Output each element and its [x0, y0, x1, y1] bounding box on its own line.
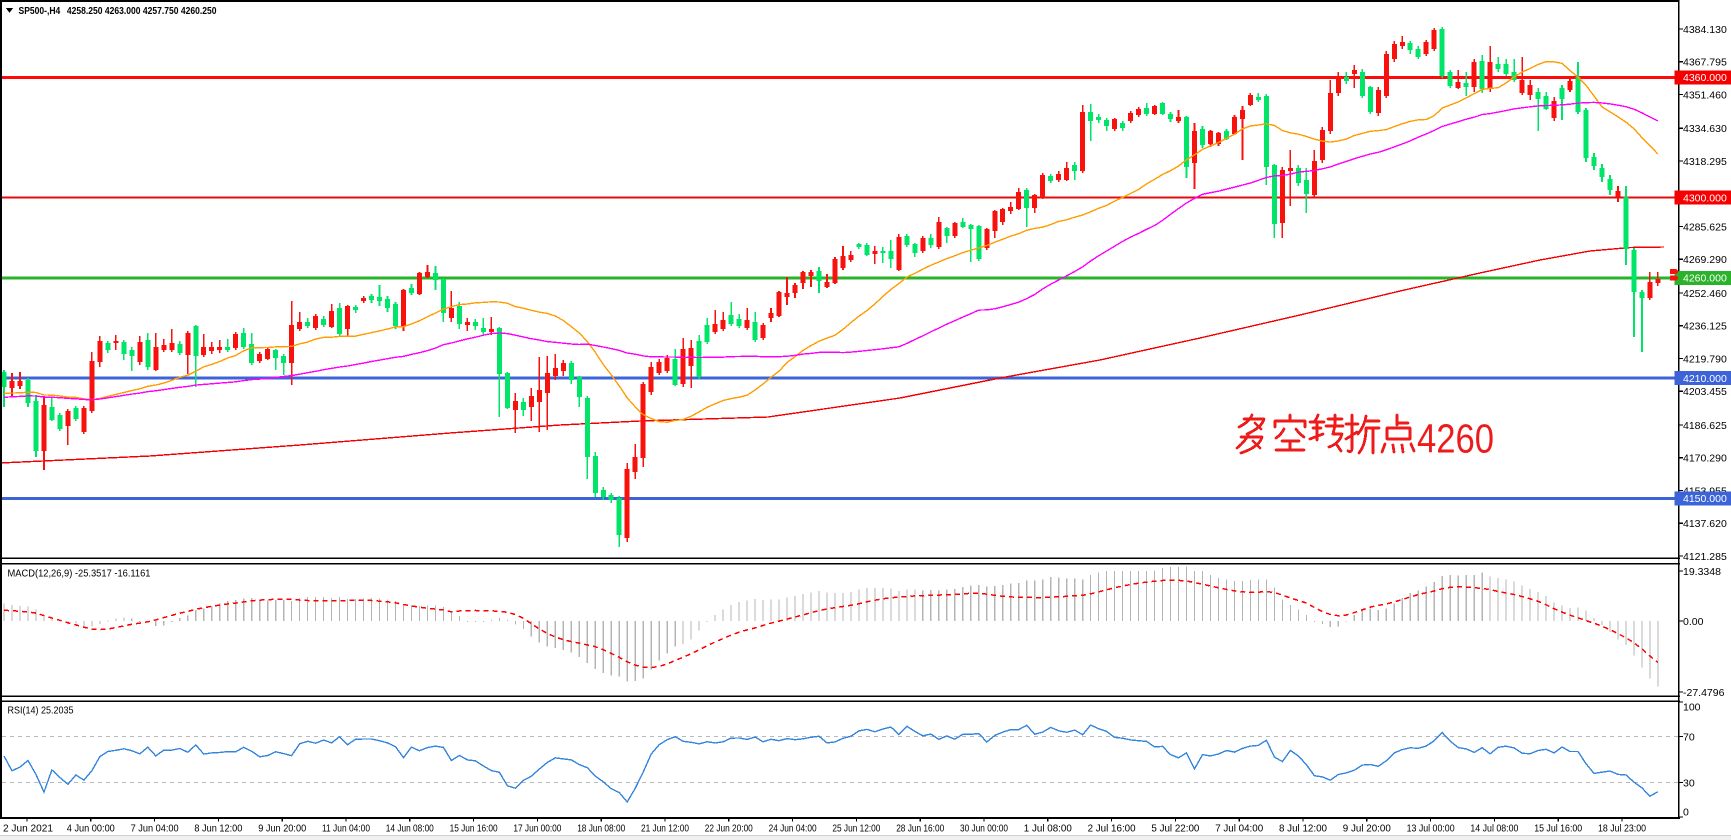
svg-text:28 Jun 16:00: 28 Jun 16:00	[896, 823, 944, 835]
svg-text:4186.625: 4186.625	[1683, 420, 1727, 432]
svg-text:30: 30	[1683, 777, 1695, 789]
svg-text:4360.000: 4360.000	[1683, 72, 1727, 84]
svg-text:19.3348: 19.3348	[1683, 566, 1721, 578]
svg-text:30 Jun 00:00: 30 Jun 00:00	[960, 823, 1008, 835]
svg-text:4121.285: 4121.285	[1683, 551, 1727, 563]
svg-text:4203.455: 4203.455	[1683, 386, 1727, 398]
svg-text:7 Jul 04:00: 7 Jul 04:00	[1215, 823, 1263, 835]
svg-text:4170.290: 4170.290	[1683, 453, 1727, 465]
svg-text:4367.795: 4367.795	[1683, 57, 1727, 69]
svg-text:4 Jun 00:00: 4 Jun 00:00	[67, 823, 115, 835]
svg-text:RSI(14) 25.2035: RSI(14) 25.2035	[8, 706, 74, 717]
svg-text:0.00: 0.00	[1683, 616, 1704, 628]
svg-text:14 Jun 08:00: 14 Jun 08:00	[386, 823, 434, 835]
svg-text:21 Jun 12:00: 21 Jun 12:00	[641, 823, 689, 835]
svg-text:15 Jul 16:00: 15 Jul 16:00	[1534, 823, 1582, 835]
svg-text:MACD(12,26,9) -25.3517 -16.116: MACD(12,26,9) -25.3517 -16.1161	[8, 569, 151, 580]
svg-text:9 Jun 20:00: 9 Jun 20:00	[258, 823, 306, 835]
svg-text:8 Jun 12:00: 8 Jun 12:00	[194, 823, 242, 835]
svg-text:15 Jun 16:00: 15 Jun 16:00	[450, 823, 498, 835]
svg-text:22 Jun 20:00: 22 Jun 20:00	[705, 823, 753, 835]
svg-text:0: 0	[1683, 806, 1689, 818]
svg-text:4210.000: 4210.000	[1683, 373, 1727, 385]
svg-text:5 Jul 22:00: 5 Jul 22:00	[1151, 823, 1199, 835]
svg-text:4252.460: 4252.460	[1683, 288, 1727, 300]
svg-text:18 Jun 08:00: 18 Jun 08:00	[577, 823, 625, 835]
svg-text:4260.000: 4260.000	[1683, 273, 1727, 285]
svg-text:25 Jun 12:00: 25 Jun 12:00	[832, 823, 880, 835]
svg-text:14 Jul 08:00: 14 Jul 08:00	[1470, 823, 1518, 835]
svg-text:4300.000: 4300.000	[1683, 193, 1727, 205]
svg-text:4318.295: 4318.295	[1683, 156, 1727, 168]
svg-text:4137.620: 4137.620	[1683, 518, 1727, 530]
svg-text:2 Jul 16:00: 2 Jul 16:00	[1088, 823, 1136, 835]
svg-text:8 Jul 12:00: 8 Jul 12:00	[1279, 823, 1327, 835]
svg-text:4150.000: 4150.000	[1683, 493, 1727, 505]
svg-text:4236.125: 4236.125	[1683, 321, 1727, 333]
svg-text:4351.460: 4351.460	[1683, 89, 1727, 101]
svg-text:-27.4796: -27.4796	[1683, 687, 1725, 699]
svg-text:70: 70	[1683, 731, 1695, 743]
svg-text:4219.790: 4219.790	[1683, 353, 1727, 365]
svg-text:4334.630: 4334.630	[1683, 123, 1727, 135]
svg-text:SP500-,H4 4258.250 4263.000 4: SP500-,H4 4258.250 4263.000 4257.750 426…	[19, 5, 217, 17]
svg-text:9 Jul 20:00: 9 Jul 20:00	[1343, 823, 1391, 835]
svg-text:24 Jun 04:00: 24 Jun 04:00	[769, 823, 817, 835]
svg-text:7 Jun 04:00: 7 Jun 04:00	[131, 823, 179, 835]
svg-text:4269.290: 4269.290	[1683, 254, 1727, 266]
svg-text:11 Jun 04:00: 11 Jun 04:00	[322, 823, 370, 835]
svg-text:4384.130: 4384.130	[1683, 24, 1727, 36]
svg-text:2 Jun 2021: 2 Jun 2021	[3, 823, 53, 835]
svg-text:1 Jul 08:00: 1 Jul 08:00	[1024, 823, 1072, 835]
svg-text:4285.625: 4285.625	[1683, 221, 1727, 233]
svg-text:13 Jul 00:00: 13 Jul 00:00	[1407, 823, 1455, 835]
svg-text:100: 100	[1683, 701, 1701, 713]
svg-text:4260: 4260	[1417, 416, 1494, 462]
svg-text:18 Jul 23:00: 18 Jul 23:00	[1598, 823, 1646, 835]
svg-text:17 Jun 00:00: 17 Jun 00:00	[513, 823, 561, 835]
